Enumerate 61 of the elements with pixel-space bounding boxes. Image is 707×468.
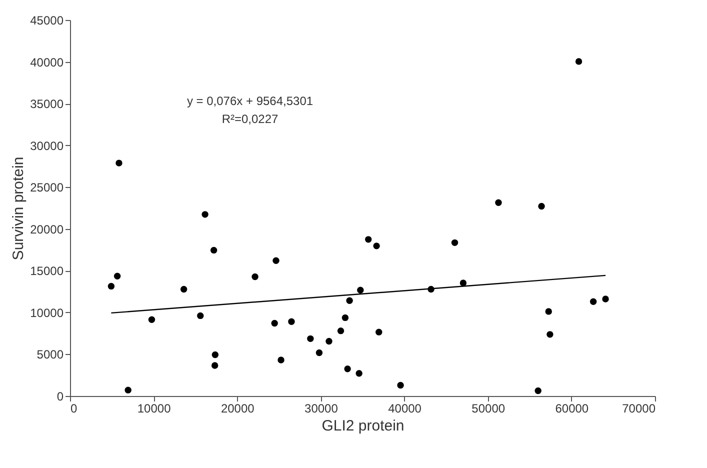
point bbox=[202, 211, 208, 218]
x-tick-label: 50000 bbox=[472, 402, 506, 416]
y-tick-label: 30000 bbox=[30, 138, 64, 153]
point bbox=[342, 314, 349, 322]
y-tick-label: 40000 bbox=[30, 55, 64, 70]
y-tick-label: 15000 bbox=[30, 264, 64, 278]
point bbox=[602, 296, 609, 302]
point bbox=[197, 312, 204, 320]
point bbox=[116, 160, 122, 166]
point bbox=[114, 272, 121, 280]
y-axis-title: Survivin protein bbox=[10, 156, 28, 260]
point bbox=[357, 286, 364, 294]
x-axis-title: GLI2 protein bbox=[322, 418, 404, 434]
point bbox=[451, 239, 458, 246]
point bbox=[252, 273, 258, 280]
x-tick-label: 20000 bbox=[220, 402, 255, 416]
point bbox=[545, 308, 552, 315]
y-tick-label: 0 bbox=[56, 390, 64, 404]
point bbox=[326, 338, 332, 345]
point bbox=[316, 349, 323, 356]
point bbox=[546, 331, 554, 338]
point bbox=[364, 236, 372, 243]
x-tick-label: 40000 bbox=[388, 402, 422, 416]
y-tick-label: 35000 bbox=[30, 97, 64, 112]
point bbox=[124, 386, 132, 394]
point bbox=[180, 286, 188, 293]
x-tick-label: 70000 bbox=[622, 402, 656, 416]
point bbox=[534, 387, 542, 394]
point bbox=[337, 327, 344, 334]
point bbox=[278, 356, 284, 364]
point bbox=[288, 318, 295, 325]
x-tick-label: 0 bbox=[70, 402, 78, 416]
point bbox=[272, 257, 280, 264]
point bbox=[148, 316, 156, 323]
x-tick-label: 10000 bbox=[137, 402, 172, 416]
point bbox=[373, 242, 380, 250]
y-tick-label: 10000 bbox=[30, 306, 64, 320]
point bbox=[495, 199, 502, 206]
point bbox=[210, 246, 218, 254]
point bbox=[307, 335, 314, 342]
point bbox=[346, 297, 353, 304]
point bbox=[356, 370, 362, 377]
x-tick-label: 30000 bbox=[304, 402, 338, 416]
point bbox=[108, 282, 115, 290]
point bbox=[575, 58, 582, 65]
point bbox=[376, 328, 382, 336]
y-tick-label: 25000 bbox=[30, 180, 64, 195]
point bbox=[590, 298, 597, 306]
point bbox=[212, 351, 219, 358]
point bbox=[344, 365, 351, 372]
x-tick-label: 60000 bbox=[555, 402, 589, 416]
y-tick-label: 5000 bbox=[36, 348, 64, 362]
point bbox=[538, 202, 545, 210]
annotation: R²=0,0227 bbox=[222, 112, 279, 126]
point bbox=[211, 362, 218, 369]
y-tick-label: 45000 bbox=[30, 14, 64, 28]
y-tick-label: 20000 bbox=[30, 222, 64, 236]
point bbox=[397, 382, 404, 389]
annotation: y = 0,076x + 9564,5301 bbox=[186, 94, 314, 108]
point bbox=[460, 280, 467, 286]
point bbox=[271, 320, 278, 327]
